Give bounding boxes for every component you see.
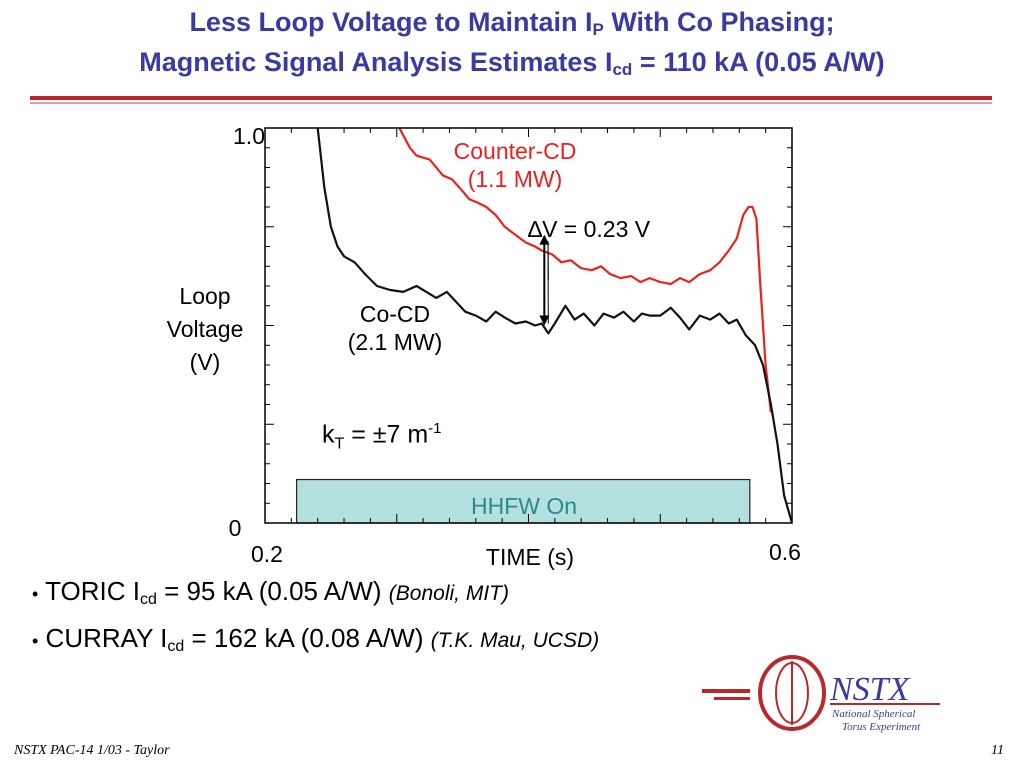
slide-title: Less Loop Voltage to Maintain IP With Co… [0,6,1024,86]
logo-tagline-1: National Spherical [831,708,915,720]
x-tick-label-max: 0.6 [769,539,801,565]
series-label-co-cd: Co-CD (2.1 MW) [347,301,443,355]
logo-torus-ring [758,655,826,731]
series-label-counter-cd: Counter-CD (1.1 MW) [453,138,577,192]
bullet-toric: • TORIC Icd = 95 kA (0.05 A/W) (Bonoli, … [32,576,509,608]
logo-bar-left-2 [714,697,750,700]
y-tick-label-zero: 0 [228,515,242,541]
logo-underline [830,703,940,705]
page-number: 11 [991,743,1004,758]
plot-frame [264,127,793,524]
hhfw-on-label: HHFW On [470,493,578,519]
co-cd-line [316,128,792,523]
title-line-1: Less Loop Voltage to Maintain IP With Co… [189,7,835,39]
logo-name: NSTX [829,671,911,708]
y-tick-label-max: 1.0 [233,123,265,149]
nstx-logo: NSTX National Spherical Torus Experiment [702,655,940,733]
y-axis-label: Loop Voltage (V) [166,283,244,375]
logo-bar-left [702,689,750,693]
loop-voltage-chart [264,127,793,524]
kt-annotation: kT = ±7 m-1 [322,420,442,453]
logo-tagline-2: Torus Experiment [842,721,921,733]
title-line-2: Magnetic Signal Analysis Estimates Icd =… [139,47,885,79]
bullet-curray: • CURRAY Icd = 162 kA (0.08 A/W) (T.K. M… [32,623,600,655]
title-rule-light [30,102,992,104]
delta-v-annotation: ∆V = 0.23 V [528,216,651,242]
hhfw-on-bar [296,478,751,524]
footer-text: NSTX PAC-14 1/03 - Taylor [14,743,170,758]
delta-v-arrowhead-top [539,234,550,245]
counter-cd-line [398,128,772,413]
title-rule [30,96,992,100]
x-tick-label-min: 0.2 [251,541,283,567]
delta-v-arrowhead-bottom [539,315,550,326]
x-axis-label: TIME (s) [485,544,575,570]
